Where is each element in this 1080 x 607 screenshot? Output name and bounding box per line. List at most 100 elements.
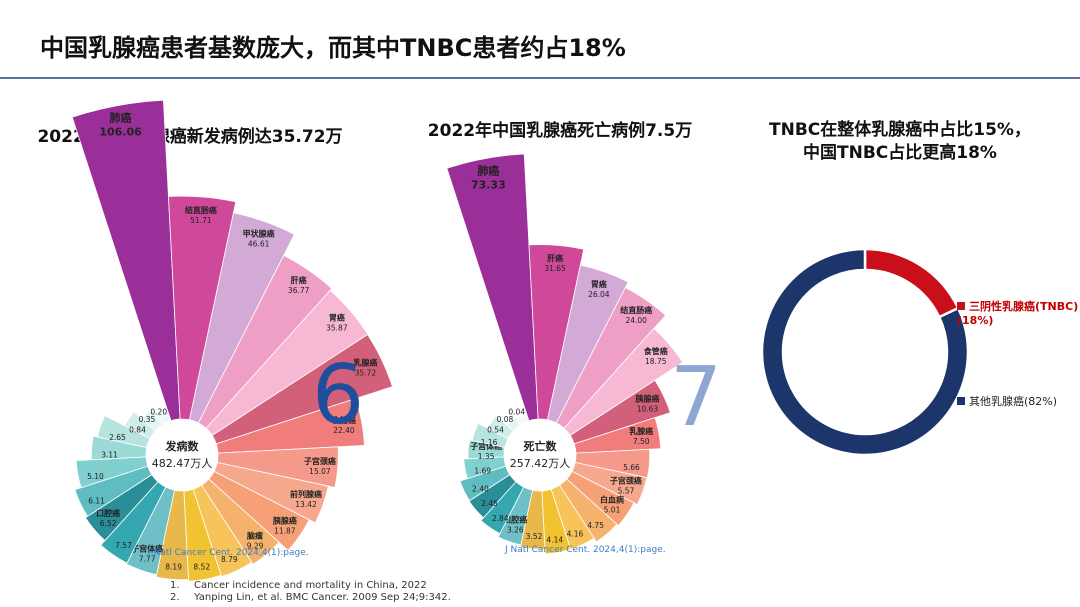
rose1-sector bbox=[141, 408, 163, 432]
rose1-value: 8.52 bbox=[193, 563, 210, 572]
rose1-label: 胰腺癌 bbox=[273, 516, 297, 526]
rose2-label: 胰腺癌 bbox=[635, 394, 659, 404]
tnbc-chart-title: TNBC在整体乳腺癌中占比15%， 中国TNBC占比更高18% bbox=[740, 119, 1060, 165]
rose2-sector bbox=[547, 264, 629, 424]
rose2-center-value: 257.42万人 bbox=[510, 457, 571, 470]
rose2-sector bbox=[555, 287, 667, 429]
rose1-value: 51.71 bbox=[190, 216, 212, 225]
rose1-sector bbox=[183, 488, 222, 582]
rose1-label: 胃癌 bbox=[329, 313, 345, 323]
rose1-label: 食管癌 bbox=[332, 415, 356, 425]
reference-2: 2. Yanping Lin, et al. BMC Cancer. 2009 S… bbox=[170, 592, 451, 603]
rose1-value: 35.72 bbox=[355, 368, 377, 377]
legend-tnbc: 三阴性乳腺癌(TNBC)(18%) bbox=[957, 300, 1080, 329]
rose1-value: 7.77 bbox=[139, 554, 156, 563]
rose2-value: 0.08 bbox=[497, 415, 514, 424]
rose1-sector bbox=[75, 456, 149, 489]
rose1-value: 15.07 bbox=[309, 467, 331, 476]
rose2-sector bbox=[541, 488, 572, 555]
rose2-sector bbox=[506, 416, 521, 432]
rose1-value: 2.65 bbox=[109, 433, 126, 442]
rose2-sector bbox=[446, 153, 539, 422]
rose1-value: 8.79 bbox=[221, 555, 238, 564]
rose1-sector bbox=[168, 195, 237, 421]
rose2-value: 4.16 bbox=[567, 529, 584, 538]
rose1-center-value: 482.47万人 bbox=[152, 457, 213, 470]
rose1-label: 子宫颈癌 bbox=[304, 456, 336, 466]
rose2-value: 0.04 bbox=[508, 407, 525, 416]
rose2-value: 2.84 bbox=[492, 514, 509, 523]
rose2-sector bbox=[497, 486, 533, 546]
rose2-value: 2.40 bbox=[472, 484, 489, 493]
rose1-sector bbox=[211, 333, 393, 445]
rose1-label: 前列腺癌 bbox=[290, 489, 322, 499]
rose2-value: 5.66 bbox=[623, 463, 640, 472]
rose2-sector bbox=[569, 379, 671, 445]
rose1-label: 乳腺癌 bbox=[353, 357, 377, 367]
rose2-value: 3.52 bbox=[526, 532, 543, 541]
rose2-label: 口腔癌 bbox=[503, 515, 527, 525]
rose1-sector bbox=[100, 481, 167, 564]
rose2-value: 73.33 bbox=[471, 178, 506, 191]
mortality-source[interactable]: J Natl Cancer Cent. 2024,4(1):page. bbox=[505, 545, 666, 555]
rose2-value: 18.75 bbox=[645, 357, 667, 366]
mortality-chart-title: 2022年中国乳腺癌死亡病例7.5万 bbox=[427, 121, 693, 141]
rose1-sector bbox=[84, 474, 159, 542]
rose2-sector bbox=[467, 439, 506, 460]
rose1-sector bbox=[71, 99, 181, 422]
rose2-sector bbox=[471, 422, 509, 448]
rose2-value: 1.16 bbox=[481, 438, 498, 447]
tnbc-title-line2: 中国TNBC占比更高18% bbox=[803, 142, 997, 163]
rose1-sector bbox=[189, 212, 295, 424]
rose1-label: 口腔癌 bbox=[96, 508, 120, 518]
rose2-value: 26.04 bbox=[588, 290, 610, 299]
references: 1. Cancer incidence and mortality in Chin… bbox=[170, 580, 451, 604]
rose2-sector bbox=[574, 448, 651, 479]
rose1-sector bbox=[201, 478, 280, 565]
rose2-sector bbox=[468, 474, 517, 519]
rose2-value: 31.65 bbox=[544, 264, 566, 273]
rose2-label: 食管癌 bbox=[644, 346, 668, 356]
rose1-sector bbox=[197, 254, 333, 429]
rose1-sector bbox=[90, 435, 148, 461]
rose2-value: 2.45 bbox=[481, 499, 498, 508]
incidence-source[interactable]: J Natl Cancer Cent. 2024,4(1):page. bbox=[148, 548, 309, 558]
rose1-label: 肺癌 bbox=[110, 110, 132, 124]
rose2-value: 7.50 bbox=[633, 437, 650, 446]
rose2-value: 1.35 bbox=[478, 452, 495, 461]
rose2-center-label: 死亡数 bbox=[524, 439, 558, 453]
rose2-value: 0.54 bbox=[487, 425, 504, 434]
rose2-sector bbox=[487, 415, 514, 440]
rose2-sector bbox=[519, 489, 546, 550]
rose2-label: 子宫体癌 bbox=[470, 441, 502, 451]
rose2-sector bbox=[463, 456, 507, 480]
big-digit-7: 7 bbox=[670, 350, 723, 445]
rose1-value: 7.57 bbox=[115, 541, 132, 550]
legend-swatch-tnbc bbox=[957, 302, 965, 310]
rose1-sector bbox=[74, 465, 153, 517]
rose1-sector bbox=[155, 489, 189, 581]
big-digit-6: 6 bbox=[312, 348, 365, 443]
donut-other-segment bbox=[760, 247, 970, 457]
rose1-sector bbox=[124, 411, 156, 440]
rose1-label: 甲状腺癌 bbox=[243, 229, 275, 239]
rose1-label: 肝癌 bbox=[291, 275, 307, 285]
rose2-sector bbox=[516, 414, 530, 426]
rose1-label: 脑瘤 bbox=[246, 531, 263, 541]
reference-1: 1. Cancer incidence and mortality in Chin… bbox=[170, 580, 427, 591]
rose2-value: 5.01 bbox=[604, 505, 621, 514]
rose1-sector bbox=[216, 446, 339, 488]
rose1-value: 0.84 bbox=[129, 425, 146, 434]
rose1-value: 0.20 bbox=[150, 407, 167, 416]
rose2-value: 4.75 bbox=[587, 521, 604, 530]
rose1-value: 13.42 bbox=[295, 500, 317, 509]
rose2-sector bbox=[571, 462, 648, 506]
rose1-center bbox=[147, 420, 217, 490]
rose2-value: 4.14 bbox=[546, 536, 563, 545]
rose1-value: 106.06 bbox=[99, 125, 142, 138]
rose2-value: 3.26 bbox=[507, 526, 524, 535]
rose2-value: 1.69 bbox=[474, 467, 491, 476]
rose2-sector bbox=[559, 478, 618, 543]
rose2-label: 胃癌 bbox=[591, 279, 607, 289]
